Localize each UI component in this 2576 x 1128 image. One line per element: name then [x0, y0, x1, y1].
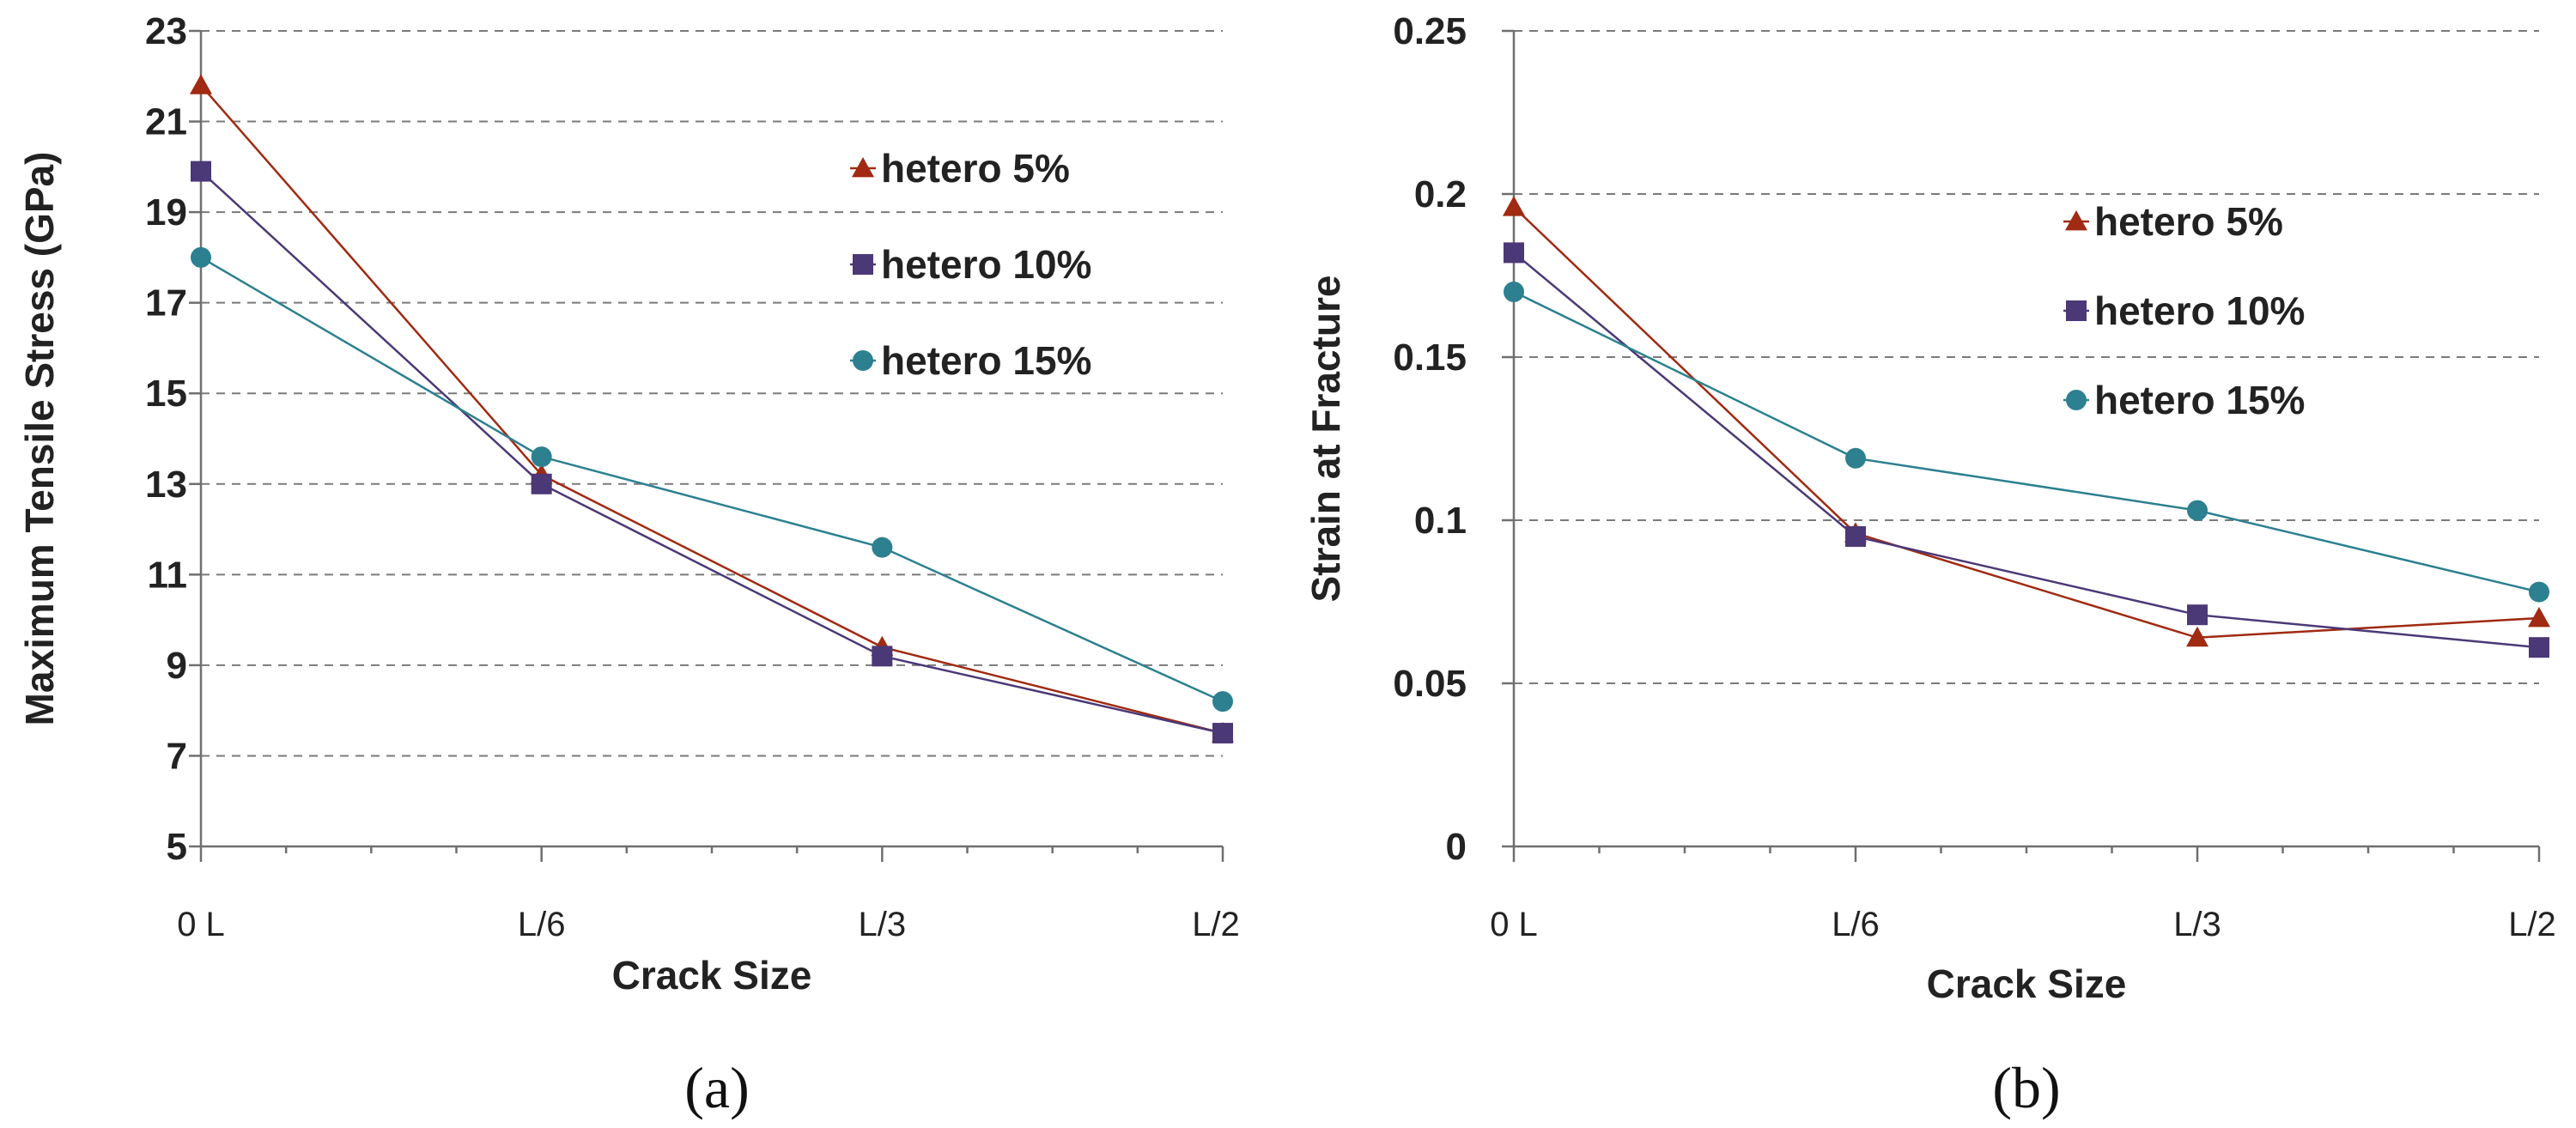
legend-marker	[2065, 210, 2087, 231]
y-tick-label: 15	[145, 373, 187, 415]
x-tick-label: 0 L	[177, 906, 225, 943]
data-point	[2529, 581, 2549, 603]
chart-a: 5 7 9 11 13 15 17 19 21 23 0 L L/6 L/3 L/2 hetero 5% he…	[17, 10, 1240, 1120]
data-point	[2186, 626, 2208, 647]
y-tick-label: 17	[145, 282, 187, 324]
data-point	[2529, 637, 2549, 658]
legend-marker	[2066, 390, 2087, 410]
series-line	[1513, 290, 2540, 593]
data-point	[531, 473, 552, 494]
legend-marker	[853, 254, 873, 275]
legend-label: hetero 5%	[881, 146, 1070, 191]
x-axis-title: Crack Size	[612, 953, 812, 998]
x-tick-label: L/2	[1192, 906, 1240, 943]
x-tick-label: L/3	[2173, 906, 2221, 943]
chart-b: 0 0.05 0.1 0.15 0.2 0.25 0 L L/6 L/3 L/2 hetero 5%…	[1303, 10, 2556, 1120]
legend-label: hetero 15%	[2094, 378, 2305, 422]
data-point	[1845, 526, 1866, 547]
legend-label: hetero 10%	[2094, 288, 2305, 333]
y-tick-label: 21	[145, 101, 187, 143]
data-point	[1504, 282, 1524, 302]
y-tick-label: 0.2	[1414, 173, 1467, 215]
x-tick-label: L/2	[2508, 906, 2556, 943]
legend-label: hetero 10%	[881, 242, 1091, 287]
y-tick-label: 23	[145, 10, 187, 52]
y-tick-label: 0	[1446, 826, 1467, 868]
data-point	[1503, 196, 1525, 216]
y-tick-label: 19	[145, 191, 187, 233]
panel-label: (b)	[1992, 1055, 2060, 1120]
x-tick-label: 0 L	[1490, 906, 1538, 943]
data-point	[1212, 691, 1233, 713]
panel-label: (a)	[684, 1055, 749, 1120]
y-tick-label: 9	[167, 645, 187, 687]
y-tick-label: 0.05	[1393, 663, 1467, 705]
y-tick-label: 0.1	[1414, 500, 1467, 542]
series-line	[1513, 206, 2540, 640]
y-tick-label: 0.25	[1393, 10, 1467, 52]
legend-marker	[2066, 300, 2087, 321]
legend-label: hetero 5%	[2094, 199, 2283, 244]
y-tick-label: 13	[145, 464, 187, 506]
data-point	[190, 74, 212, 94]
series-line	[1513, 252, 2540, 649]
data-point	[1212, 723, 1233, 744]
data-point	[1504, 242, 1524, 264]
y-tick-label: 0.15	[1393, 337, 1467, 379]
data-point	[2187, 500, 2208, 521]
y-tick-label: 5	[167, 826, 187, 868]
y-axis-title: Strain at Fracture	[1303, 276, 1348, 603]
data-point	[191, 161, 211, 182]
series-line	[200, 84, 1224, 735]
y-axis-title: Maximum Tensile Stress (GPa)	[17, 152, 62, 726]
x-tick-label: L/6	[518, 906, 566, 943]
y-tick-label: 7	[167, 735, 187, 777]
data-point	[2528, 607, 2550, 628]
legend-marker	[852, 157, 874, 178]
x-axis-title: Crack Size	[1927, 961, 2127, 1006]
series-line	[200, 256, 1224, 703]
data-point	[191, 246, 211, 268]
data-point	[872, 537, 893, 558]
legend-marker	[853, 350, 873, 371]
data-point	[1845, 447, 1866, 469]
legend-label: hetero 15%	[881, 338, 1091, 383]
data-point	[2187, 604, 2208, 626]
x-tick-label: L/3	[859, 906, 907, 943]
data-point	[872, 646, 893, 667]
y-tick-label: 11	[147, 554, 187, 596]
data-point	[531, 446, 552, 468]
x-tick-label: L/6	[1832, 906, 1880, 943]
series-line	[200, 170, 1224, 735]
